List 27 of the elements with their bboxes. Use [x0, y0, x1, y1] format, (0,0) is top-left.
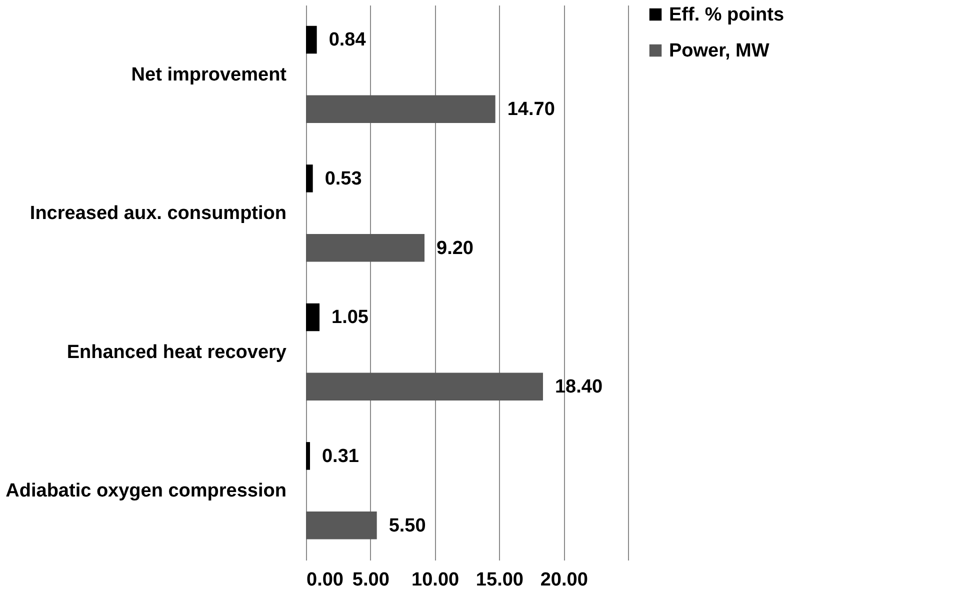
y-tick-label: Net improvement: [131, 64, 288, 86]
bar: [306, 511, 377, 540]
y-tick-label: Enhanced heat recovery: [66, 342, 287, 363]
x-tick-label: 0.00: [306, 570, 344, 590]
bar: [306, 372, 543, 400]
data-label: 14.70: [507, 99, 555, 120]
legend-label: Eff. % points: [669, 4, 784, 26]
x-tick-label: 10.00: [412, 570, 460, 590]
bar: [306, 164, 313, 192]
x-tick-label: 5.00: [352, 570, 390, 590]
data-label: 0.53: [324, 168, 362, 190]
data-label: 0.31: [322, 446, 360, 467]
bar: [306, 26, 317, 54]
bar: [306, 95, 496, 123]
y-tick-label: Adiabatic oxygen compression: [6, 480, 286, 502]
data-label: 0.84: [328, 30, 366, 51]
bar: [306, 442, 310, 470]
x-tick-label: 20.00: [540, 570, 588, 590]
data-label: 5.50: [388, 515, 426, 536]
data-label: 1.05: [332, 307, 369, 328]
bar: [306, 234, 424, 262]
legend-label: Power, MW: [669, 40, 770, 62]
data-label: 9.20: [436, 238, 474, 259]
data-label: 18.40: [554, 376, 603, 398]
x-tick-label: 15.00: [476, 570, 524, 590]
bar: [306, 303, 320, 332]
y-tick-label: Increased aux. consumption: [30, 203, 286, 224]
